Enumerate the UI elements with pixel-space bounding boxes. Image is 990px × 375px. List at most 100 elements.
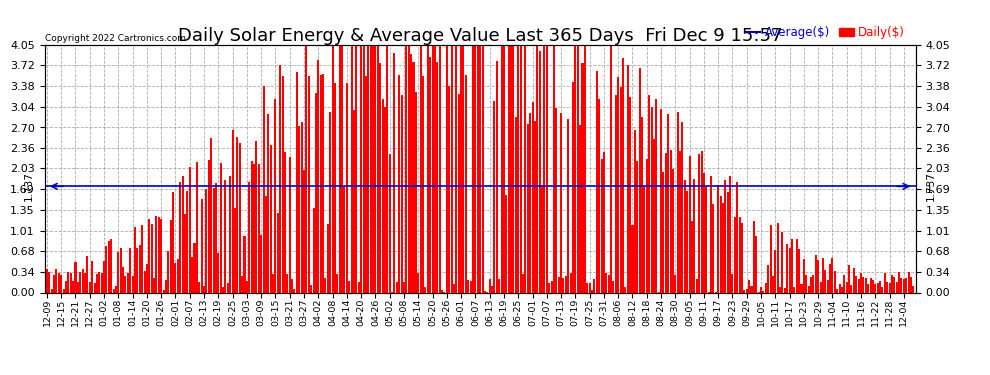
- Bar: [801, 284, 803, 292]
- Bar: [201, 200, 203, 292]
- Bar: [620, 87, 622, 292]
- Bar: [322, 75, 324, 292]
- Bar: [184, 214, 186, 292]
- Bar: [369, 45, 371, 292]
- Bar: [74, 262, 76, 292]
- Bar: [896, 282, 898, 292]
- Bar: [393, 54, 395, 292]
- Bar: [432, 45, 434, 292]
- Bar: [760, 287, 762, 292]
- Bar: [627, 64, 629, 292]
- Bar: [669, 150, 671, 292]
- Bar: [644, 186, 645, 292]
- Bar: [305, 45, 308, 292]
- Bar: [850, 285, 852, 292]
- Bar: [779, 287, 781, 292]
- Bar: [803, 259, 805, 292]
- Bar: [591, 290, 593, 292]
- Bar: [910, 276, 912, 292]
- Bar: [310, 285, 312, 292]
- Bar: [762, 291, 764, 292]
- Bar: [532, 102, 534, 292]
- Bar: [298, 126, 300, 292]
- Bar: [327, 224, 329, 292]
- Bar: [169, 220, 171, 292]
- Bar: [160, 219, 162, 292]
- Bar: [772, 276, 774, 292]
- Bar: [422, 76, 424, 292]
- Bar: [118, 252, 120, 292]
- Bar: [491, 286, 493, 292]
- Bar: [522, 274, 524, 292]
- Bar: [55, 270, 57, 292]
- Bar: [879, 280, 881, 292]
- Bar: [60, 274, 62, 292]
- Text: 1.737: 1.737: [24, 171, 34, 201]
- Bar: [689, 156, 691, 292]
- Bar: [410, 54, 412, 292]
- Bar: [96, 274, 98, 292]
- Bar: [203, 286, 205, 292]
- Bar: [732, 274, 734, 292]
- Bar: [365, 76, 367, 292]
- Bar: [698, 154, 700, 292]
- Bar: [777, 223, 779, 292]
- Bar: [677, 112, 679, 292]
- Bar: [610, 45, 612, 292]
- Bar: [889, 283, 891, 292]
- Bar: [467, 280, 469, 292]
- Bar: [841, 287, 842, 292]
- Bar: [427, 45, 429, 292]
- Bar: [284, 152, 286, 292]
- Bar: [53, 275, 55, 292]
- Bar: [534, 121, 536, 292]
- Bar: [869, 278, 871, 292]
- Bar: [353, 110, 355, 292]
- Bar: [498, 279, 500, 292]
- Bar: [248, 182, 250, 292]
- Bar: [337, 274, 339, 292]
- Bar: [545, 45, 547, 292]
- Bar: [829, 264, 831, 292]
- Bar: [244, 236, 246, 292]
- Bar: [903, 279, 905, 292]
- Bar: [93, 283, 96, 292]
- Bar: [344, 186, 346, 292]
- Bar: [696, 279, 698, 292]
- Bar: [727, 192, 729, 292]
- Bar: [79, 272, 81, 292]
- Bar: [372, 45, 374, 292]
- Bar: [820, 282, 822, 292]
- Bar: [901, 278, 903, 292]
- Bar: [632, 225, 634, 292]
- Bar: [605, 273, 607, 292]
- Bar: [717, 185, 719, 292]
- Bar: [272, 274, 274, 292]
- Bar: [515, 117, 517, 292]
- Bar: [77, 282, 79, 292]
- Bar: [446, 45, 447, 292]
- Bar: [567, 119, 569, 292]
- Bar: [360, 45, 362, 292]
- Bar: [817, 260, 819, 292]
- Bar: [784, 288, 786, 292]
- Bar: [469, 281, 471, 292]
- Bar: [813, 274, 815, 292]
- Bar: [429, 57, 432, 292]
- Bar: [148, 219, 150, 292]
- Bar: [686, 191, 688, 292]
- Bar: [569, 273, 571, 292]
- Bar: [601, 159, 603, 292]
- Bar: [460, 45, 462, 292]
- Bar: [845, 282, 847, 292]
- Bar: [105, 246, 108, 292]
- Bar: [320, 75, 322, 292]
- Legend: Average($), Daily($): Average($), Daily($): [742, 21, 910, 44]
- Bar: [367, 45, 369, 292]
- Bar: [867, 284, 869, 292]
- Bar: [389, 154, 391, 292]
- Bar: [115, 286, 117, 292]
- Bar: [481, 45, 483, 292]
- Bar: [198, 282, 200, 292]
- Bar: [415, 92, 417, 292]
